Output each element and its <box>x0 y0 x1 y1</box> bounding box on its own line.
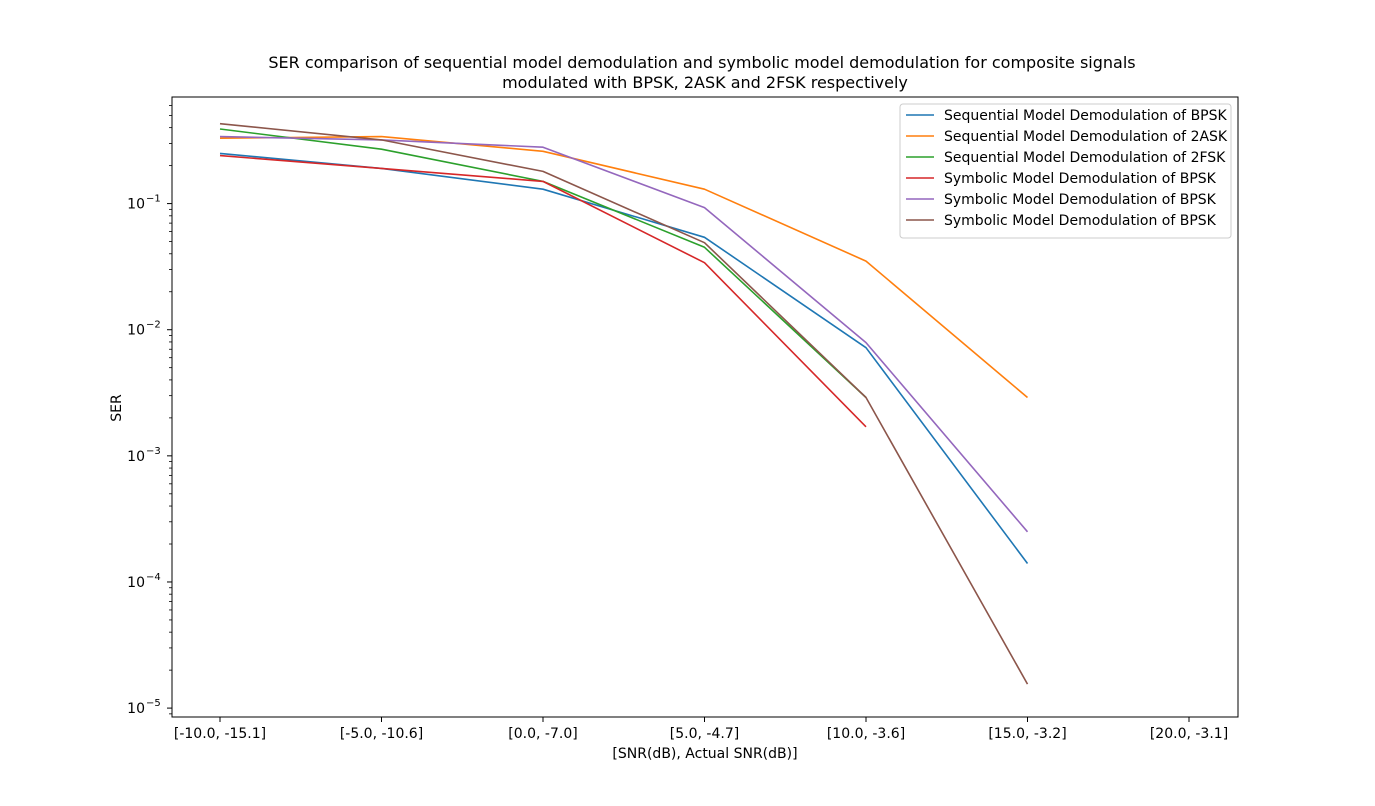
series-line-5 <box>219 122 1029 685</box>
chart-title-line-2: modulated with BPSK, 2ASK and 2FSK respe… <box>502 73 908 92</box>
chart-title-line-1: SER comparison of sequential model demod… <box>268 53 1135 72</box>
legend-label-4: Symbolic Model Demodulation of BPSK <box>944 192 1217 208</box>
series-line-3 <box>219 154 867 428</box>
y-tick-label: 10 <box>127 449 145 465</box>
y-tick-exponent: −2 <box>146 320 161 331</box>
y-axis-label: SER <box>109 394 125 422</box>
x-axis-label: [SNR(dB), Actual SNR(dB)] <box>612 746 797 762</box>
x-tick-label: [-5.0, -10.6] <box>340 726 423 742</box>
x-axis-ticks: [-10.0, -15.1] [-5.0, -10.6] [0.0, -7.0] [5… <box>174 717 1228 742</box>
y-tick-exponent: −1 <box>146 194 161 205</box>
legend: Sequential Model Demodulation of BPSK Seq… <box>899 103 1232 239</box>
y-tick-label: 10 <box>127 701 145 717</box>
x-tick-label: [15.0, -3.2] <box>988 726 1066 742</box>
y-tick-exponent: −4 <box>146 572 161 583</box>
x-tick-label: [-10.0, -15.1] <box>174 726 266 742</box>
y-tick-label: 10 <box>127 323 145 339</box>
legend-box <box>899 103 1232 239</box>
y-axis-ticks: 10−110−210−310−410−5 <box>127 105 172 717</box>
x-tick-label: [20.0, -3.1] <box>1150 726 1228 742</box>
legend-label-1: Sequential Model Demodulation of 2ASK <box>944 129 1228 145</box>
legend-label-5: Symbolic Model Demodulation of BPSK <box>944 213 1217 229</box>
legend-label-3: Symbolic Model Demodulation of BPSK <box>944 171 1217 187</box>
y-tick-label: 10 <box>127 575 145 591</box>
x-tick-label: [5.0, -4.7] <box>670 726 739 742</box>
legend-label-0: Sequential Model Demodulation of BPSK <box>944 108 1227 124</box>
x-tick-label: [10.0, -3.6] <box>827 726 905 742</box>
legend-label-2: Sequential Model Demodulation of 2FSK <box>944 150 1226 166</box>
x-tick-label: [0.0, -7.0] <box>508 726 577 742</box>
y-tick-exponent: −3 <box>146 446 161 457</box>
series-line-4 <box>219 135 1029 533</box>
y-tick-label: 10 <box>127 197 145 213</box>
y-tick-exponent: −5 <box>146 698 161 709</box>
